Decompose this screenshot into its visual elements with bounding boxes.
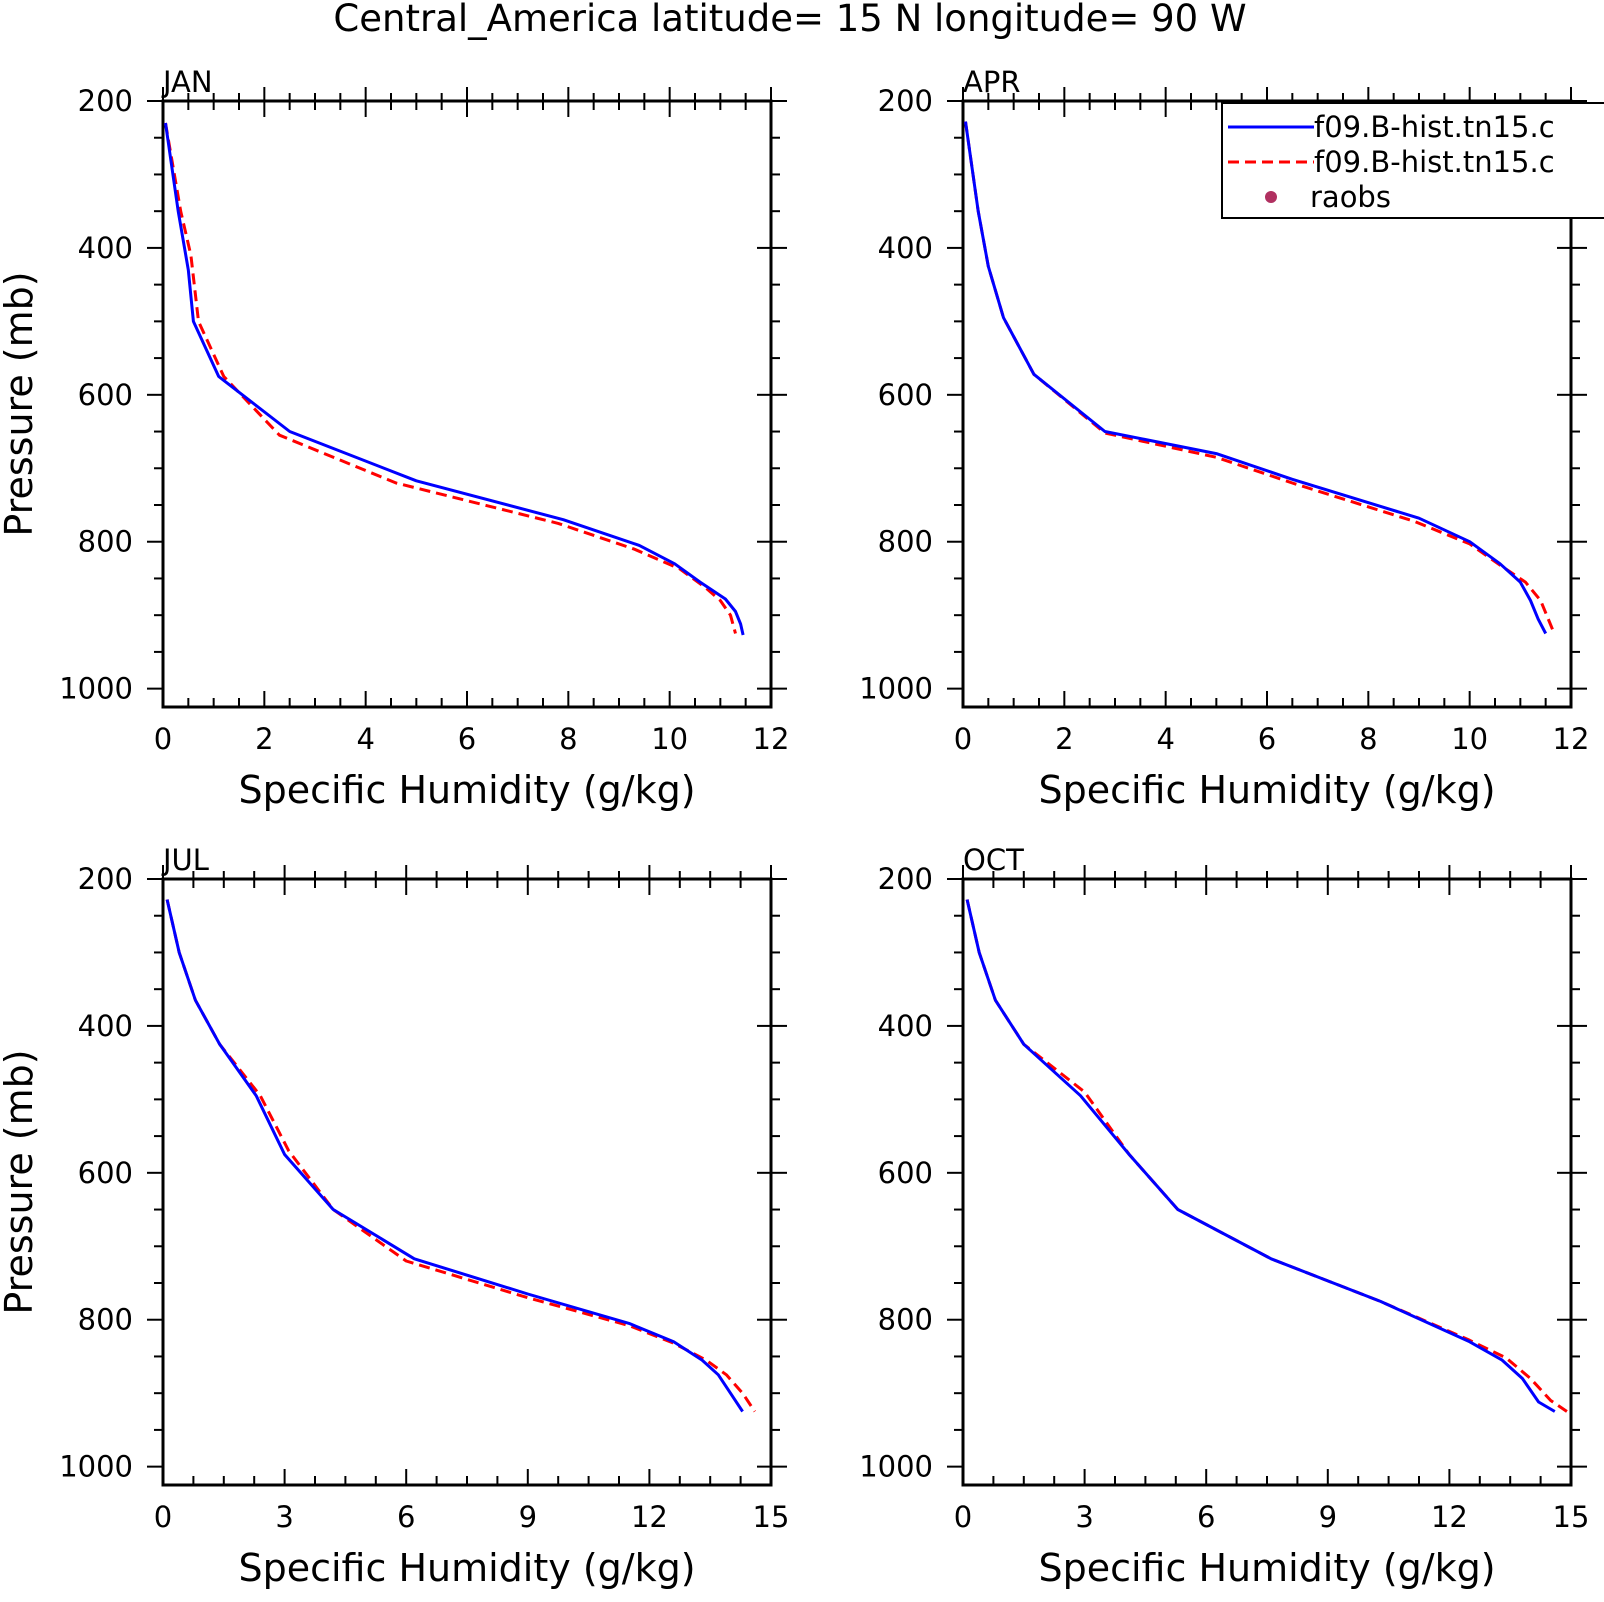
legend-label: f09.B-hist.tn15.c [1314, 145, 1555, 179]
x-tick-label: 10 [1451, 722, 1488, 756]
y-tick-label: 800 [78, 1303, 133, 1337]
y-tick-label: 200 [878, 862, 933, 896]
x-tick-label: 12 [1553, 722, 1590, 756]
y-tick-label: 1000 [859, 672, 933, 706]
series-line-dashed [965, 899, 1568, 1413]
x-tick-label: 15 [1553, 1500, 1590, 1534]
x-tick-label: 3 [275, 1500, 293, 1534]
y-tick-label: 400 [878, 231, 933, 265]
series-line-solid [965, 899, 1556, 1413]
x-tick-label: 0 [154, 722, 172, 756]
y-axis-label: Pressure (mb) [0, 1049, 41, 1314]
x-axis-label: Specific Humidity (g/kg) [238, 1546, 695, 1590]
x-tick-label: 12 [631, 1500, 668, 1534]
x-tick-label: 6 [1258, 722, 1276, 756]
x-tick-label: 12 [753, 722, 790, 756]
x-tick-label: 3 [1075, 1500, 1093, 1534]
y-axis-label: Pressure (mb) [0, 271, 41, 536]
y-tick-label: 400 [78, 231, 133, 265]
figure-title: Central_America latitude= 15 N longitude… [333, 0, 1246, 40]
x-axis-label: Specific Humidity (g/kg) [238, 768, 695, 812]
y-tick-label: 800 [878, 525, 933, 559]
x-tick-label: 15 [753, 1500, 790, 1534]
y-tick-label: 600 [78, 1156, 133, 1190]
x-tick-label: 0 [954, 1500, 972, 1534]
panel-jan: JAN 0 2 4 6 8 10 12 200 400 600 800 1000 Specific Hum… [0, 65, 789, 812]
panel-label: APR [963, 65, 1020, 99]
plot-frame [961, 877, 1573, 1487]
x-tick-label: 6 [458, 722, 476, 756]
legend-label: raobs [1310, 180, 1391, 214]
x-tick-label: 2 [1055, 722, 1073, 756]
y-tick-label: 800 [78, 525, 133, 559]
x-tick-label: 6 [1197, 1500, 1215, 1534]
panel-apr: APR 0 2 4 6 8 10 12 200 400 600 800 1000 Specific Hum… [859, 65, 1589, 812]
x-tick-label: 0 [154, 1500, 172, 1534]
x-tick-label: 8 [1359, 722, 1377, 756]
y-tick-label: 600 [878, 378, 933, 412]
series-line-solid [964, 121, 1548, 635]
series-line-dashed [165, 899, 757, 1413]
x-tick-label: 9 [1319, 1500, 1337, 1534]
x-tick-label: 12 [1431, 1500, 1468, 1534]
y-tick-label: 1000 [859, 1450, 933, 1484]
y-tick-label: 200 [78, 862, 133, 896]
panel-label: JUL [161, 843, 209, 877]
series-line-solid [165, 899, 744, 1413]
y-tick-label: 200 [878, 84, 933, 118]
x-axis-label: Specific Humidity (g/kg) [1038, 1546, 1495, 1590]
y-tick-label: 600 [878, 1156, 933, 1190]
x-tick-label: 4 [1156, 722, 1174, 756]
y-tick-label: 400 [878, 1009, 933, 1043]
panel-label: JAN [161, 65, 213, 99]
x-tick-label: 4 [356, 722, 374, 756]
x-axis-label: Specific Humidity (g/kg) [1038, 768, 1495, 812]
y-tick-label: 1000 [59, 672, 133, 706]
series-line-solid [164, 122, 745, 636]
x-tick-label: 0 [954, 722, 972, 756]
y-tick-label: 1000 [59, 1450, 133, 1484]
x-tick-label: 10 [651, 722, 688, 756]
y-tick-label: 800 [878, 1303, 933, 1337]
y-tick-label: 200 [78, 84, 133, 118]
x-tick-label: 8 [559, 722, 577, 756]
x-tick-label: 2 [255, 722, 273, 756]
series-line-dashed [164, 122, 737, 634]
y-tick-label: 400 [78, 1009, 133, 1043]
legend-swatch-dot [1265, 191, 1277, 203]
x-tick-label: 6 [397, 1500, 415, 1534]
plot-frame [161, 877, 773, 1487]
series-line-dashed [964, 121, 1555, 632]
legend-label: f09.B-hist.tn15.c [1314, 110, 1555, 144]
x-tick-label: 9 [519, 1500, 537, 1534]
panel-jul: JUL 0 3 6 9 12 15 200 400 600 800 1000 Specific Humi… [0, 843, 789, 1590]
y-tick-label: 600 [78, 378, 133, 412]
